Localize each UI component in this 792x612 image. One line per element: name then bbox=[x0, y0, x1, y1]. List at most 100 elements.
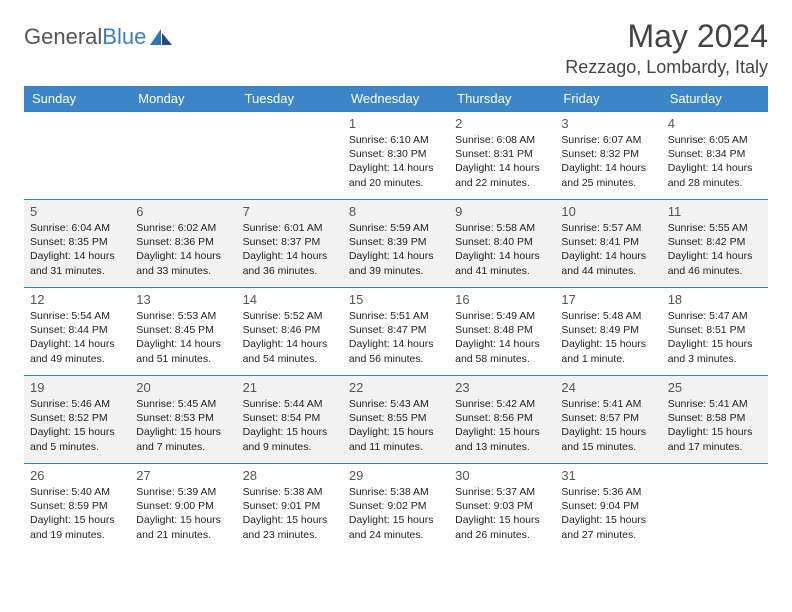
day-info-line: Daylight: 15 hours bbox=[561, 425, 655, 439]
day-info: Sunrise: 6:07 AMSunset: 8:32 PMDaylight:… bbox=[561, 133, 655, 190]
day-info: Sunrise: 6:08 AMSunset: 8:31 PMDaylight:… bbox=[455, 133, 549, 190]
day-info-line: Daylight: 15 hours bbox=[30, 425, 124, 439]
day-info-line: and 25 minutes. bbox=[561, 176, 655, 190]
day-number: 22 bbox=[349, 380, 443, 395]
day-cell: 10Sunrise: 5:57 AMSunset: 8:41 PMDayligh… bbox=[555, 200, 661, 288]
day-cell: 24Sunrise: 5:41 AMSunset: 8:57 PMDayligh… bbox=[555, 376, 661, 464]
day-info-line: Sunrise: 5:58 AM bbox=[455, 221, 549, 235]
day-number: 21 bbox=[243, 380, 337, 395]
day-info: Sunrise: 6:04 AMSunset: 8:35 PMDaylight:… bbox=[30, 221, 124, 278]
day-number: 11 bbox=[668, 204, 762, 219]
day-info-line: Sunset: 8:36 PM bbox=[136, 235, 230, 249]
day-info-line: Sunset: 9:03 PM bbox=[455, 499, 549, 513]
day-info-line: Daylight: 14 hours bbox=[455, 249, 549, 263]
day-info-line: Sunrise: 5:51 AM bbox=[349, 309, 443, 323]
day-cell: 26Sunrise: 5:40 AMSunset: 8:59 PMDayligh… bbox=[24, 464, 130, 552]
day-info: Sunrise: 6:01 AMSunset: 8:37 PMDaylight:… bbox=[243, 221, 337, 278]
day-info-line: Daylight: 14 hours bbox=[561, 161, 655, 175]
day-info: Sunrise: 5:58 AMSunset: 8:40 PMDaylight:… bbox=[455, 221, 549, 278]
day-cell: 18 Sunrise: 5:47 AMSunset: 8:51 PMDayligh… bbox=[662, 288, 768, 376]
day-info-line: Sunrise: 6:01 AM bbox=[243, 221, 337, 235]
day-cell: 2Sunrise: 6:08 AMSunset: 8:31 PMDaylight… bbox=[449, 112, 555, 200]
day-info-line: and 39 minutes. bbox=[349, 264, 443, 278]
day-info-line: Sunrise: 5:49 AM bbox=[455, 309, 549, 323]
day-info-line: Sunset: 8:59 PM bbox=[30, 499, 124, 513]
sail-icon bbox=[148, 27, 174, 47]
day-info: Sunrise: 5:53 AMSunset: 8:45 PMDaylight:… bbox=[136, 309, 230, 366]
day-info-line: Sunset: 9:01 PM bbox=[243, 499, 337, 513]
day-cell: 31 Sunrise: 5:36 AMSunset: 9:04 PMDayligh… bbox=[555, 464, 661, 552]
day-number: 10 bbox=[561, 204, 655, 219]
day-info-line: Sunrise: 5:41 AM bbox=[668, 397, 762, 411]
dayhead-thu: Thursday bbox=[449, 86, 555, 112]
month-title: May 2024 bbox=[565, 18, 768, 55]
day-info: Sunrise: 6:10 AMSunset: 8:30 PMDaylight:… bbox=[349, 133, 443, 190]
day-info-line: Sunset: 8:58 PM bbox=[668, 411, 762, 425]
day-cell: 9Sunrise: 5:58 AMSunset: 8:40 PMDaylight… bbox=[449, 200, 555, 288]
day-info-line: Sunset: 8:34 PM bbox=[668, 147, 762, 161]
day-info: Sunrise: 5:38 AMSunset: 9:01 PMDaylight:… bbox=[243, 485, 337, 542]
day-number: 13 bbox=[136, 292, 230, 307]
logo-word1: General bbox=[24, 24, 102, 49]
day-info-line: Sunrise: 5:48 AM bbox=[561, 309, 655, 323]
day-cell: 6Sunrise: 6:02 AMSunset: 8:36 PMDaylight… bbox=[130, 200, 236, 288]
day-info-line: Daylight: 14 hours bbox=[668, 161, 762, 175]
day-info-line: and 22 minutes. bbox=[455, 176, 549, 190]
day-info: Sunrise: 5:55 AMSunset: 8:42 PMDaylight:… bbox=[668, 221, 762, 278]
header: GeneralBlue May 2024 Rezzago, Lombardy, … bbox=[24, 18, 768, 78]
day-info-line: Sunset: 8:52 PM bbox=[30, 411, 124, 425]
day-info-line: Sunset: 8:54 PM bbox=[243, 411, 337, 425]
day-cell: 4Sunrise: 6:05 AMSunset: 8:34 PMDaylight… bbox=[662, 112, 768, 200]
day-number: 6 bbox=[136, 204, 230, 219]
day-info-line: and 49 minutes. bbox=[30, 352, 124, 366]
day-number: 5 bbox=[30, 204, 124, 219]
day-info-line: Sunset: 8:55 PM bbox=[349, 411, 443, 425]
day-info-line: Sunset: 8:35 PM bbox=[30, 235, 124, 249]
day-info-line: and 26 minutes. bbox=[455, 528, 549, 542]
day-cell: 3Sunrise: 6:07 AMSunset: 8:32 PMDaylight… bbox=[555, 112, 661, 200]
location-text: Rezzago, Lombardy, Italy bbox=[565, 57, 768, 78]
week-row: 5 Sunrise: 6:04 AMSunset: 8:35 PMDaylight… bbox=[24, 200, 768, 288]
calendar-body: 1Sunrise: 6:10 AMSunset: 8:30 PMDaylight… bbox=[24, 112, 768, 552]
day-info: Sunrise: 5:39 AMSunset: 9:00 PMDaylight:… bbox=[136, 485, 230, 542]
day-info-line: Sunrise: 5:41 AM bbox=[561, 397, 655, 411]
day-info-line: Sunrise: 6:10 AM bbox=[349, 133, 443, 147]
day-cell: 28Sunrise: 5:38 AMSunset: 9:01 PMDayligh… bbox=[237, 464, 343, 552]
week-row: 19Sunrise: 5:46 AMSunset: 8:52 PMDayligh… bbox=[24, 376, 768, 464]
day-cell: 8Sunrise: 5:59 AMSunset: 8:39 PMDaylight… bbox=[343, 200, 449, 288]
day-info: Sunrise: 5:47 AMSunset: 8:51 PMDaylight:… bbox=[668, 309, 762, 366]
day-info-line: Sunrise: 5:45 AM bbox=[136, 397, 230, 411]
day-info-line: Sunrise: 5:38 AM bbox=[349, 485, 443, 499]
day-info-line: and 56 minutes. bbox=[349, 352, 443, 366]
day-info-line: Daylight: 15 hours bbox=[349, 425, 443, 439]
day-number: 31 bbox=[561, 468, 655, 483]
day-number: 23 bbox=[455, 380, 549, 395]
day-info-line: Sunset: 8:30 PM bbox=[349, 147, 443, 161]
day-info-line: Daylight: 15 hours bbox=[455, 513, 549, 527]
day-info: Sunrise: 5:48 AMSunset: 8:49 PMDaylight:… bbox=[561, 309, 655, 366]
dayhead-mon: Monday bbox=[130, 86, 236, 112]
day-cell: 17Sunrise: 5:48 AMSunset: 8:49 PMDayligh… bbox=[555, 288, 661, 376]
day-info-line: and 5 minutes. bbox=[30, 440, 124, 454]
day-info-line: Sunset: 9:04 PM bbox=[561, 499, 655, 513]
day-info-line: and 33 minutes. bbox=[136, 264, 230, 278]
day-number: 18 bbox=[668, 292, 762, 307]
day-info-line: Daylight: 15 hours bbox=[136, 513, 230, 527]
day-info-line: and 41 minutes. bbox=[455, 264, 549, 278]
day-cell: 14Sunrise: 5:52 AMSunset: 8:46 PMDayligh… bbox=[237, 288, 343, 376]
day-cell bbox=[662, 464, 768, 552]
day-info: Sunrise: 5:42 AMSunset: 8:56 PMDaylight:… bbox=[455, 397, 549, 454]
day-info-line: and 11 minutes. bbox=[349, 440, 443, 454]
day-info-line: Sunrise: 5:40 AM bbox=[30, 485, 124, 499]
day-info-line: Sunset: 8:47 PM bbox=[349, 323, 443, 337]
day-number: 25 bbox=[668, 380, 762, 395]
day-number: 19 bbox=[30, 380, 124, 395]
day-info-line: Sunrise: 5:54 AM bbox=[30, 309, 124, 323]
day-number: 14 bbox=[243, 292, 337, 307]
day-info-line: and 36 minutes. bbox=[243, 264, 337, 278]
day-info: Sunrise: 5:36 AMSunset: 9:04 PMDaylight:… bbox=[561, 485, 655, 542]
day-info-line: Daylight: 15 hours bbox=[668, 337, 762, 351]
day-info-line: Daylight: 15 hours bbox=[243, 425, 337, 439]
logo-text: GeneralBlue bbox=[24, 24, 146, 50]
day-cell: 25Sunrise: 5:41 AMSunset: 8:58 PMDayligh… bbox=[662, 376, 768, 464]
